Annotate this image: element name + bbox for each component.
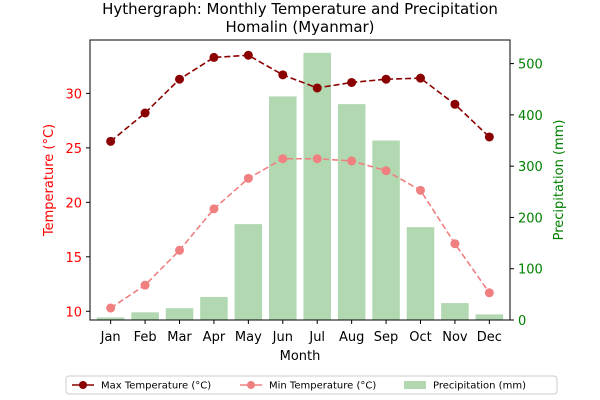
x-tick-label: Sep <box>374 330 399 345</box>
legend-box <box>65 375 558 395</box>
max-temperature-point <box>209 52 219 62</box>
legend-marker-swatch <box>79 381 87 389</box>
min-temperature-point <box>278 154 288 164</box>
min-temperature-point <box>312 154 322 164</box>
precipitation-bar <box>337 104 366 320</box>
max-temperature-line <box>110 54 490 142</box>
y-axis-left-label: Temperature (°C) <box>42 124 57 237</box>
min-temperature-point <box>209 204 219 214</box>
y-left-tick-label: 15 <box>65 251 82 266</box>
min-temperature-point <box>450 239 460 249</box>
plot-frame <box>89 39 511 321</box>
min-temperature-point <box>415 185 425 195</box>
chart-subtitle: Homalin (Myanmar) <box>225 18 374 36</box>
y-left-tick-label: 25 <box>65 142 82 157</box>
x-tick-label: Nov <box>442 330 468 345</box>
max-temperature-point <box>106 136 116 146</box>
chart-title: Hythergraph: Monthly Temperature and Pre… <box>102 0 498 18</box>
y-left-tick-label: 30 <box>65 87 82 102</box>
x-tick-label: Aug <box>339 330 364 345</box>
legend-marker-swatch <box>247 381 255 389</box>
y-right-tick-label: 0 <box>518 314 526 329</box>
legend-label: Min Temperature (°C) <box>269 381 376 392</box>
min-temperature-point <box>106 303 116 313</box>
precipitation-bar <box>406 227 435 320</box>
x-tick-label: Jun <box>272 330 293 345</box>
precipitation-bar <box>131 312 159 320</box>
y-right-tick-label: 200 <box>518 211 543 226</box>
axes: Jan Feb Mar Apr May Jun Jul Aug Sep Oct Nov Dec 10 15… <box>65 58 542 345</box>
y-right-tick-label: 500 <box>518 58 543 73</box>
temperature-lines <box>106 50 494 313</box>
max-temperature-point <box>484 132 494 142</box>
legend-label: Max Temperature (°C) <box>101 381 211 392</box>
x-tick-label: Oct <box>409 330 431 345</box>
x-axis-label: Month <box>280 349 321 364</box>
precipitation-bar <box>96 317 125 320</box>
y-right-tick-label: 300 <box>518 160 543 175</box>
min-temperature-point <box>140 280 150 290</box>
min-temperature-point <box>381 166 391 176</box>
precipitation-bars <box>96 52 504 321</box>
y-right-tick-label: 400 <box>518 109 543 124</box>
min-temperature-point <box>347 156 357 166</box>
max-temperature-point <box>450 99 460 109</box>
y-axis-right-label: Precipitation (mm) <box>552 120 567 241</box>
x-tick-label: May <box>235 330 262 345</box>
min-temperature-point <box>243 173 253 183</box>
max-temperature-point <box>278 70 288 80</box>
max-temperature-point <box>243 50 253 60</box>
x-tick-label: Jan <box>100 330 121 345</box>
legend-label: Precipitation (mm) <box>433 381 526 392</box>
precipitation-bar <box>200 296 228 320</box>
max-temperature-point <box>175 74 185 84</box>
y-left-tick-label: 20 <box>65 196 82 211</box>
precipitation-bar <box>303 52 331 320</box>
x-tick-label: Dec <box>477 330 502 345</box>
max-temperature-point <box>347 77 357 87</box>
max-temperature-point <box>415 73 425 83</box>
x-tick-label: Jul <box>308 330 325 345</box>
precipitation-bar <box>234 224 263 320</box>
legend: Max Temperature (°C) Min Temperature (°C)… <box>65 375 558 395</box>
min-temperature-line <box>110 157 490 309</box>
max-temperature-point <box>140 108 150 118</box>
max-temperature-point <box>381 74 391 84</box>
precipitation-bar <box>165 308 194 320</box>
precipitation-bar <box>475 314 504 320</box>
precipitation-bar <box>441 303 469 320</box>
x-tick-label: Mar <box>167 330 192 345</box>
precipitation-bar <box>269 96 297 321</box>
min-temperature-point <box>175 245 185 255</box>
x-tick-label: Apr <box>203 330 226 345</box>
max-temperature-point <box>312 83 322 93</box>
y-left-tick-label: 10 <box>65 305 82 320</box>
min-temperature-point <box>484 288 494 298</box>
legend-bar-swatch <box>404 381 426 389</box>
y-right-tick-label: 100 <box>518 263 543 278</box>
x-tick-label: Feb <box>134 330 157 345</box>
